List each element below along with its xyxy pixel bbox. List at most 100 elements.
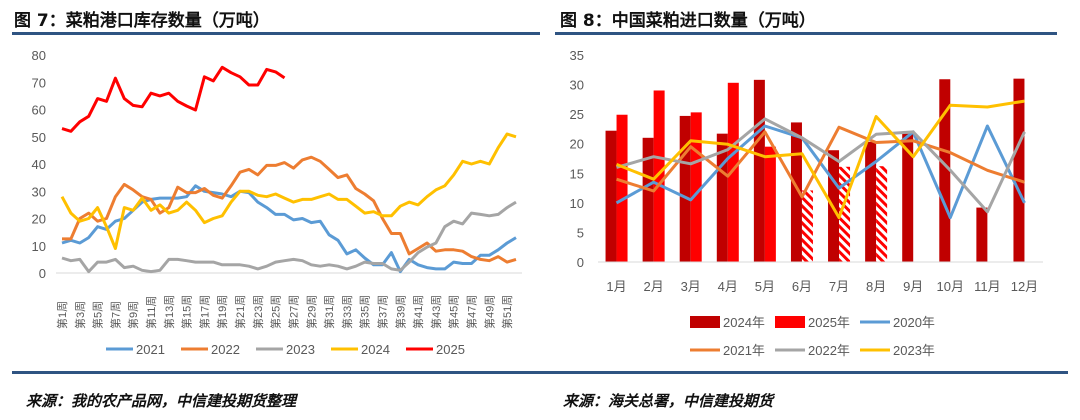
chart1-x-tick-label: 第35周 <box>358 295 372 329</box>
chart1-y-tick-label: 0 <box>39 266 46 281</box>
chart1-legend-label: 2024 <box>361 342 390 357</box>
chart1-source: 来源：我的农产品网，中信建投期货整理 <box>26 392 297 410</box>
chart2-bar-2024年 <box>753 79 765 262</box>
chart2-x-tick-label: 1月 <box>606 279 626 294</box>
chart2-legend-label: 2020年 <box>893 315 935 330</box>
chart1-legend-label: 2022 <box>211 342 240 357</box>
chart1-x-tick-label: 第17周 <box>197 295 211 329</box>
chart1-x-tick-label: 第47周 <box>464 295 478 329</box>
chart2-y-tick-label: 10 <box>570 196 584 211</box>
chart2-x-tick-label: 9月 <box>903 279 923 294</box>
chart1-y-tick-label: 40 <box>32 157 46 172</box>
chart2-bar-2024年 <box>716 133 728 262</box>
chart1-y-tick-label: 80 <box>32 48 46 63</box>
chart1-y-tick-label: 20 <box>32 212 46 227</box>
chart2-y-tick-label: 20 <box>570 137 584 152</box>
chart2-legend-label: 2025年 <box>808 315 850 330</box>
chart2-legend-label: 2024年 <box>723 315 765 330</box>
chart1-y-tick-label: 50 <box>32 130 46 145</box>
chart2-series-line-2021年 <box>616 125 1025 199</box>
chart2-series-line-2022年 <box>616 117 1026 214</box>
chart2-legend-swatch-2025年 <box>775 316 805 328</box>
chart1-legend-label: 2023 <box>286 342 315 357</box>
chart2-x-tick-label: 4月 <box>718 279 738 294</box>
footer-rule <box>12 371 1068 374</box>
chart1-x-tick-label: 第45周 <box>447 295 461 329</box>
chart2-y-tick-label: 25 <box>570 107 584 122</box>
chart2-bar-2025年 <box>616 114 628 262</box>
chart2-x-tick-label: 3月 <box>681 279 701 294</box>
chart2-bar-2024年 <box>1013 78 1025 263</box>
chart1-x-tick-label: 第9周 <box>126 301 140 329</box>
chart2-bar-2025年 <box>690 112 702 263</box>
chart2-x-tick-label: 7月 <box>829 279 849 294</box>
chart2-bar-2025年 <box>839 166 851 262</box>
chart1-y-tick-label: 30 <box>32 184 46 199</box>
chart1-x-tick-label: 第33周 <box>340 295 354 329</box>
chart1-title: 图 7：菜粕港口库存数量（万吨） <box>14 11 270 31</box>
chart1-y-tick-label: 70 <box>32 75 46 90</box>
chart2-bar-2025年 <box>876 166 888 262</box>
chart1-x-tick-label: 第43周 <box>429 295 443 329</box>
chart2-x-tick-label: 2月 <box>644 279 664 294</box>
chart2-y-tick-label: 15 <box>570 166 584 181</box>
chart1-x-tick-label: 第49周 <box>482 295 496 329</box>
chart2-y-tick-label: 5 <box>577 225 584 240</box>
chart1-x-tick-label: 第27周 <box>286 295 300 329</box>
chart2-x-tick-label: 8月 <box>866 279 886 294</box>
chart1-x-tick-label: 第25周 <box>269 295 283 329</box>
chart2-bar-2024年 <box>902 133 914 262</box>
chart1-x-tick-label: 第37周 <box>375 295 389 329</box>
chart2-x-tick-label: 11月 <box>974 279 1001 294</box>
chart2-bar-2024年 <box>605 130 617 262</box>
chart2-x-tick-label: 12月 <box>1011 279 1038 294</box>
chart2-legend-swatch-2024年 <box>690 316 720 328</box>
chart2-bar-2025年 <box>764 146 776 262</box>
chart2-x-tick-label: 5月 <box>755 279 775 294</box>
chart1-x-tick-label: 第51周 <box>500 295 514 329</box>
chart1-series-line-2023 <box>61 200 517 274</box>
chart1-x-tick-label: 第15周 <box>180 295 194 329</box>
chart1-y-tick-label: 60 <box>32 103 46 118</box>
chart1-x-tick-label: 第41周 <box>411 295 425 329</box>
chart1-x-tick-label: 第1周 <box>55 301 69 329</box>
chart2-bar-2024年 <box>939 79 951 263</box>
chart2-y-tick-label: 0 <box>577 255 584 270</box>
chart1-x-tick-label: 第23周 <box>251 295 265 329</box>
chart2-title: 图 8：中国菜粕进口数量（万吨） <box>560 11 816 31</box>
chart2-bar-2025年 <box>653 90 665 262</box>
chart1-x-tick-label: 第21周 <box>233 295 247 329</box>
chart2-bar-2024年 <box>679 115 691 262</box>
chart2-y-tick-label: 35 <box>570 48 584 63</box>
chart1-x-tick-label: 第29周 <box>304 295 318 329</box>
chart1-x-tick-label: 第7周 <box>108 301 122 329</box>
chart2-legend-label: 2022年 <box>808 343 850 358</box>
chart2-x-tick-label: 6月 <box>792 279 812 294</box>
chart1-x-tick-label: 第39周 <box>393 295 407 329</box>
chart1-x-tick-label: 第11周 <box>144 296 158 329</box>
chart1-legend-label: 2025 <box>436 342 465 357</box>
chart1-x-tick-label: 第5周 <box>91 301 105 329</box>
chart2-source: 来源：海关总署，中信建投期货 <box>563 392 774 410</box>
chart2-y-tick-label: 30 <box>570 78 584 93</box>
chart2-legend-label: 2023年 <box>893 343 935 358</box>
chart1-y-tick-label: 10 <box>32 239 46 254</box>
chart2-legend-label: 2021年 <box>723 343 765 358</box>
chart1-x-tick-label: 第3周 <box>73 301 87 329</box>
title-rule-left <box>12 32 540 35</box>
chart2-x-tick-label: 10月 <box>937 279 964 294</box>
chart1-series-line-2025 <box>61 65 286 133</box>
chart1-x-tick-label: 第31周 <box>322 295 336 329</box>
chart1-legend-label: 2021 <box>136 342 165 357</box>
chart1-series-line-2024 <box>60 132 517 250</box>
chart2-bar-2024年 <box>790 122 802 263</box>
chart1-x-tick-label: 第19周 <box>215 295 229 329</box>
chart2-bar-2024年 <box>865 141 877 262</box>
chart2-series-line-2023年 <box>615 99 1025 220</box>
chart1-series-line-2022 <box>62 155 517 264</box>
chart2-bar-2024年 <box>976 207 988 262</box>
chart2-bar-2025年 <box>727 82 739 262</box>
title-rule-right <box>555 32 1057 35</box>
chart2-bar-2025年 <box>801 190 813 262</box>
